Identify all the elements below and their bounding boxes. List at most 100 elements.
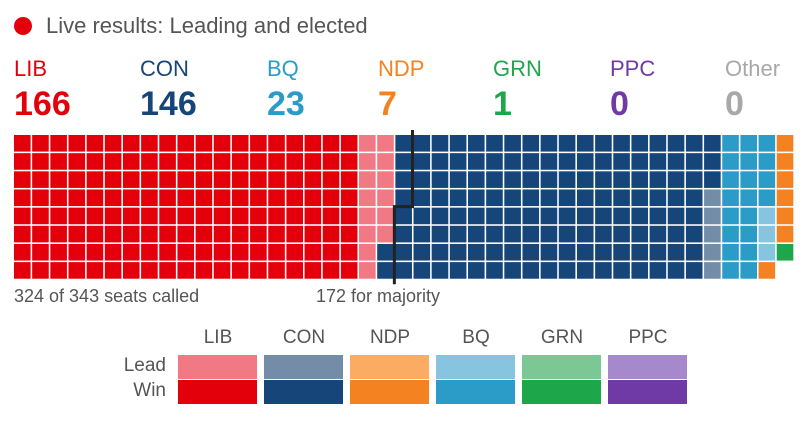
legend-swatch-grn-win — [522, 380, 601, 404]
seat-cell-lib-win — [286, 153, 303, 170]
seat-cell-lib-win — [159, 243, 176, 261]
seat-cell-lib-win — [340, 207, 358, 225]
legend-swatch-lib-win — [178, 380, 257, 404]
seat-cell-lib-win — [141, 207, 158, 225]
seat-cell-con-win — [431, 243, 449, 261]
seat-cell-con-win — [613, 243, 630, 261]
seat-cell-con-win — [540, 243, 558, 261]
seat-cell-lib-win — [14, 243, 31, 261]
seat-cell-con-win — [522, 243, 540, 261]
seat-cell-con-win — [504, 189, 521, 207]
seat-cell-lib-win — [32, 207, 49, 225]
seat-cell-lib-win — [286, 243, 303, 261]
seat-cell-ndp-win — [776, 153, 794, 170]
seat-cell-con-win — [413, 225, 431, 243]
seat-cell-lib-win — [68, 153, 86, 170]
seat-cell-con-win — [486, 262, 503, 279]
seat-cell-lib-win — [32, 135, 49, 152]
seat-cell-lib-win — [268, 243, 285, 261]
seat-cell-con-win — [649, 207, 667, 225]
seat-cell-con-win — [595, 207, 612, 225]
seat-cell-lib-win — [231, 135, 249, 152]
seat-cell-con-win — [613, 262, 630, 279]
seat-cell-lib-win — [68, 243, 86, 261]
seat-cell-con-win — [595, 262, 612, 279]
seat-cell-lib-win — [340, 171, 358, 188]
seat-cell-con-win — [540, 135, 558, 152]
seat-cell-lib-win — [286, 225, 303, 243]
seats-called-note: 324 of 343 seats called — [14, 286, 200, 306]
seat-cell-lib-win — [250, 262, 267, 279]
seat-cell-con-win — [522, 225, 540, 243]
seat-cell-lib-win — [86, 135, 104, 152]
seat-cell-con-win — [576, 225, 594, 243]
seat-cell-lib-win — [68, 262, 86, 279]
chart-title: Live results: Leading and elected — [46, 13, 368, 38]
seat-cell-con-win — [395, 262, 412, 279]
seat-cell-con-win — [649, 225, 667, 243]
seat-cell-lib-win — [195, 153, 213, 170]
seat-cell-con-win — [685, 225, 703, 243]
seat-cell-con-win — [395, 189, 412, 207]
seat-cell-lib-win — [32, 189, 49, 207]
seat-cell-lib-win — [14, 189, 31, 207]
majority-line — [392, 130, 415, 285]
seat-cell-lib-win — [50, 262, 67, 279]
seat-cell-lib-win — [250, 189, 267, 207]
seat-cell-con-win — [431, 207, 449, 225]
seat-cell-con-win — [649, 189, 667, 207]
seat-cell-con-win — [413, 262, 431, 279]
seat-cell-lib-win — [231, 225, 249, 243]
party-total: 166 — [14, 85, 71, 123]
seat-cell-lib-win — [250, 225, 267, 243]
seat-cell-con-win — [631, 153, 649, 170]
seat-cell-lib-win — [32, 225, 49, 243]
seat-cell-con-lead — [704, 207, 721, 225]
seat-cell-ndp-win — [776, 207, 794, 225]
seat-cell-con-win — [576, 243, 594, 261]
seat-cell-lib-win — [104, 171, 122, 188]
seat-cell-lib-win — [340, 189, 358, 207]
seat-cell-lib-win — [195, 207, 213, 225]
seat-cell-lib-win — [122, 189, 140, 207]
seat-cell-lib-win — [195, 189, 213, 207]
seat-cell-bq-win — [740, 243, 757, 261]
seat-cell-con-win — [431, 153, 449, 170]
seat-cell-lib-win — [322, 243, 340, 261]
seat-cell-lib-win — [195, 171, 213, 188]
seat-cell-lib-win — [141, 262, 158, 279]
seat-cell-lib-win — [340, 243, 358, 261]
seat-cell-lib-win — [86, 262, 104, 279]
seat-cell-con-win — [595, 243, 612, 261]
seat-cell-lib-win — [213, 189, 231, 207]
seat-cell-lib-win — [304, 225, 322, 243]
seat-cell-bq-win — [722, 225, 739, 243]
legend-lead-label: Lead — [123, 355, 166, 376]
seat-cell-con-win — [468, 225, 485, 243]
seat-cell-con-win — [449, 171, 467, 188]
seat-cell-lib-win — [159, 189, 176, 207]
seat-cell-lib-win — [322, 262, 340, 279]
seat-cell-lib-win — [14, 153, 31, 170]
seat-cell-lib-win — [68, 189, 86, 207]
seat-cell-ndp-win — [776, 135, 794, 152]
seat-cell-con-win — [540, 207, 558, 225]
seat-cell-con-win — [649, 171, 667, 188]
seat-cell-lib-win — [304, 262, 322, 279]
seat-cell-con-win — [486, 171, 503, 188]
seat-cell-con-win — [449, 262, 467, 279]
seat-cell-con-win — [449, 207, 467, 225]
party-name: GRN — [493, 56, 542, 81]
seat-cell-con-win — [449, 189, 467, 207]
seat-cell-con-win — [558, 225, 576, 243]
seat-cell-lib-win — [159, 207, 176, 225]
seat-cell-con-win — [395, 207, 412, 225]
seat-cell-con-win — [540, 189, 558, 207]
seat-cell-lib-win — [340, 135, 358, 152]
seat-cell-con-win — [649, 243, 667, 261]
legend-header: LIB — [203, 327, 233, 348]
seat-cell-lib-win — [104, 189, 122, 207]
party-total: 0 — [610, 85, 629, 123]
legend-win-label: Win — [133, 380, 166, 401]
seat-cell-lib-win — [68, 171, 86, 188]
